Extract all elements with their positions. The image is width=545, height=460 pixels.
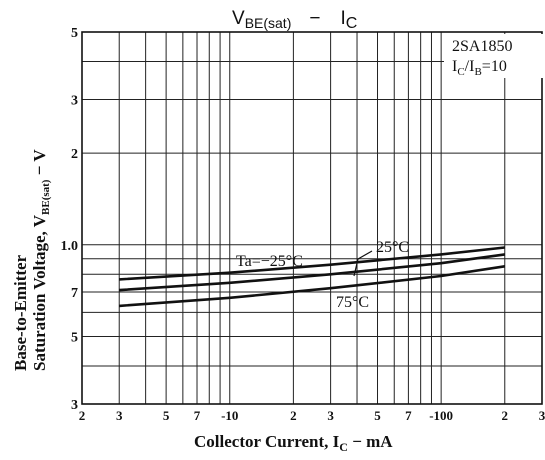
- x-tick-label: 2: [290, 408, 297, 423]
- y-tick-label: 2: [71, 147, 78, 162]
- x-tick-label: -100: [429, 408, 453, 423]
- series-line-0: [119, 265, 505, 308]
- y-tick-labels: 3 5 7 1.0 2 3 5: [61, 26, 79, 413]
- x-tick-label: 7: [194, 408, 201, 423]
- chart-title: VBE(sat) − IC: [232, 8, 357, 32]
- plot-frame: [81, 31, 543, 405]
- series-group: [119, 246, 505, 308]
- grid: [81, 31, 543, 405]
- x-tick-label: 7: [405, 408, 412, 423]
- condition-box-bg: [444, 34, 544, 78]
- series-line-1: [119, 253, 505, 292]
- part-number: 2SA1850: [452, 38, 512, 55]
- x-axis-label: Collector Current, IC − mA: [194, 432, 393, 454]
- y-axis-label-line2: Saturation Voltage, VBE(sat) − V: [30, 149, 52, 371]
- annotation-75c: 75°C: [336, 294, 369, 311]
- condition-text: IC/IB=10: [452, 58, 507, 78]
- x-tick-label: 3: [327, 408, 334, 423]
- condition-box: 2SA1850 IC/IB=10: [444, 34, 544, 78]
- x-tick-label: 5: [374, 408, 381, 423]
- y-tick-label: 1.0: [61, 239, 79, 254]
- x-tick-label: 3: [539, 408, 545, 423]
- y-tick-label: 5: [71, 330, 78, 345]
- y-tick-label: 3: [71, 94, 78, 109]
- x-tick-label: 2: [502, 408, 509, 423]
- y-tick-label: 3: [71, 398, 78, 413]
- annotation-ta-minus25: Ta=−25°C: [236, 253, 303, 270]
- series-line-2: [119, 246, 505, 281]
- y-axis-label-line1: Base-to-Emitter: [11, 254, 30, 371]
- x-tick-labels: 2 3 5 7 -10 2 3 5 7 -100 2 3: [79, 408, 545, 423]
- annotation-leader-25c: [353, 250, 373, 277]
- y-axis-label: Base-to-Emitter Saturation Voltage, VBE(…: [11, 149, 52, 371]
- x-tick-label: 2: [79, 408, 86, 423]
- x-tick-label: -10: [221, 408, 238, 423]
- x-tick-label: 3: [116, 408, 123, 423]
- annotation-25c: 25°C: [376, 239, 409, 256]
- y-tick-label: 7: [71, 286, 78, 301]
- y-tick-label: 5: [71, 26, 78, 41]
- x-tick-label: 5: [163, 408, 170, 423]
